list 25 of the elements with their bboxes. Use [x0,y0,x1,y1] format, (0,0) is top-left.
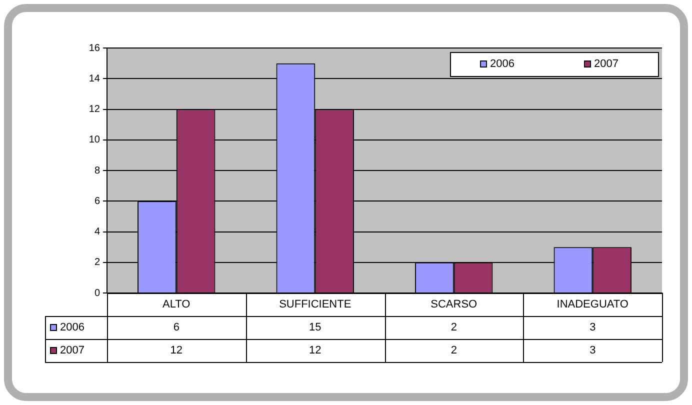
data-label: 2 [450,344,457,357]
data-label: 3 [590,344,596,357]
legend-label: 2006 [490,58,514,70]
y-tick-label: 2 [94,257,100,268]
data-label: 6 [173,322,180,334]
text: 2007 [60,344,84,357]
text: 2006 [60,322,84,334]
y-tick-label: 12 [88,104,100,115]
data-label: 2 [450,322,457,334]
x-tick-label: SUFFICIENTE [279,298,352,311]
x-tick-label: ALTO [162,298,191,311]
data-label: 12 [170,344,182,357]
x-tick-label: SCARSO [430,298,478,311]
data-label: 15 [309,322,322,334]
data-label: 12 [309,344,322,357]
x-tick-label: INADEGUATO [556,298,629,311]
y-tick-label: 10 [88,134,100,146]
legend-label: 2007 [594,58,618,70]
y-tick-label: 4 [94,226,100,238]
y-tick-label: 0 [94,288,100,299]
y-tick-label: 16 [88,42,100,54]
data-label: 3 [590,322,596,334]
y-tick-label: 14 [88,73,100,84]
y-tick-label: 6 [94,196,100,207]
y-tick-label: 8 [94,165,100,176]
